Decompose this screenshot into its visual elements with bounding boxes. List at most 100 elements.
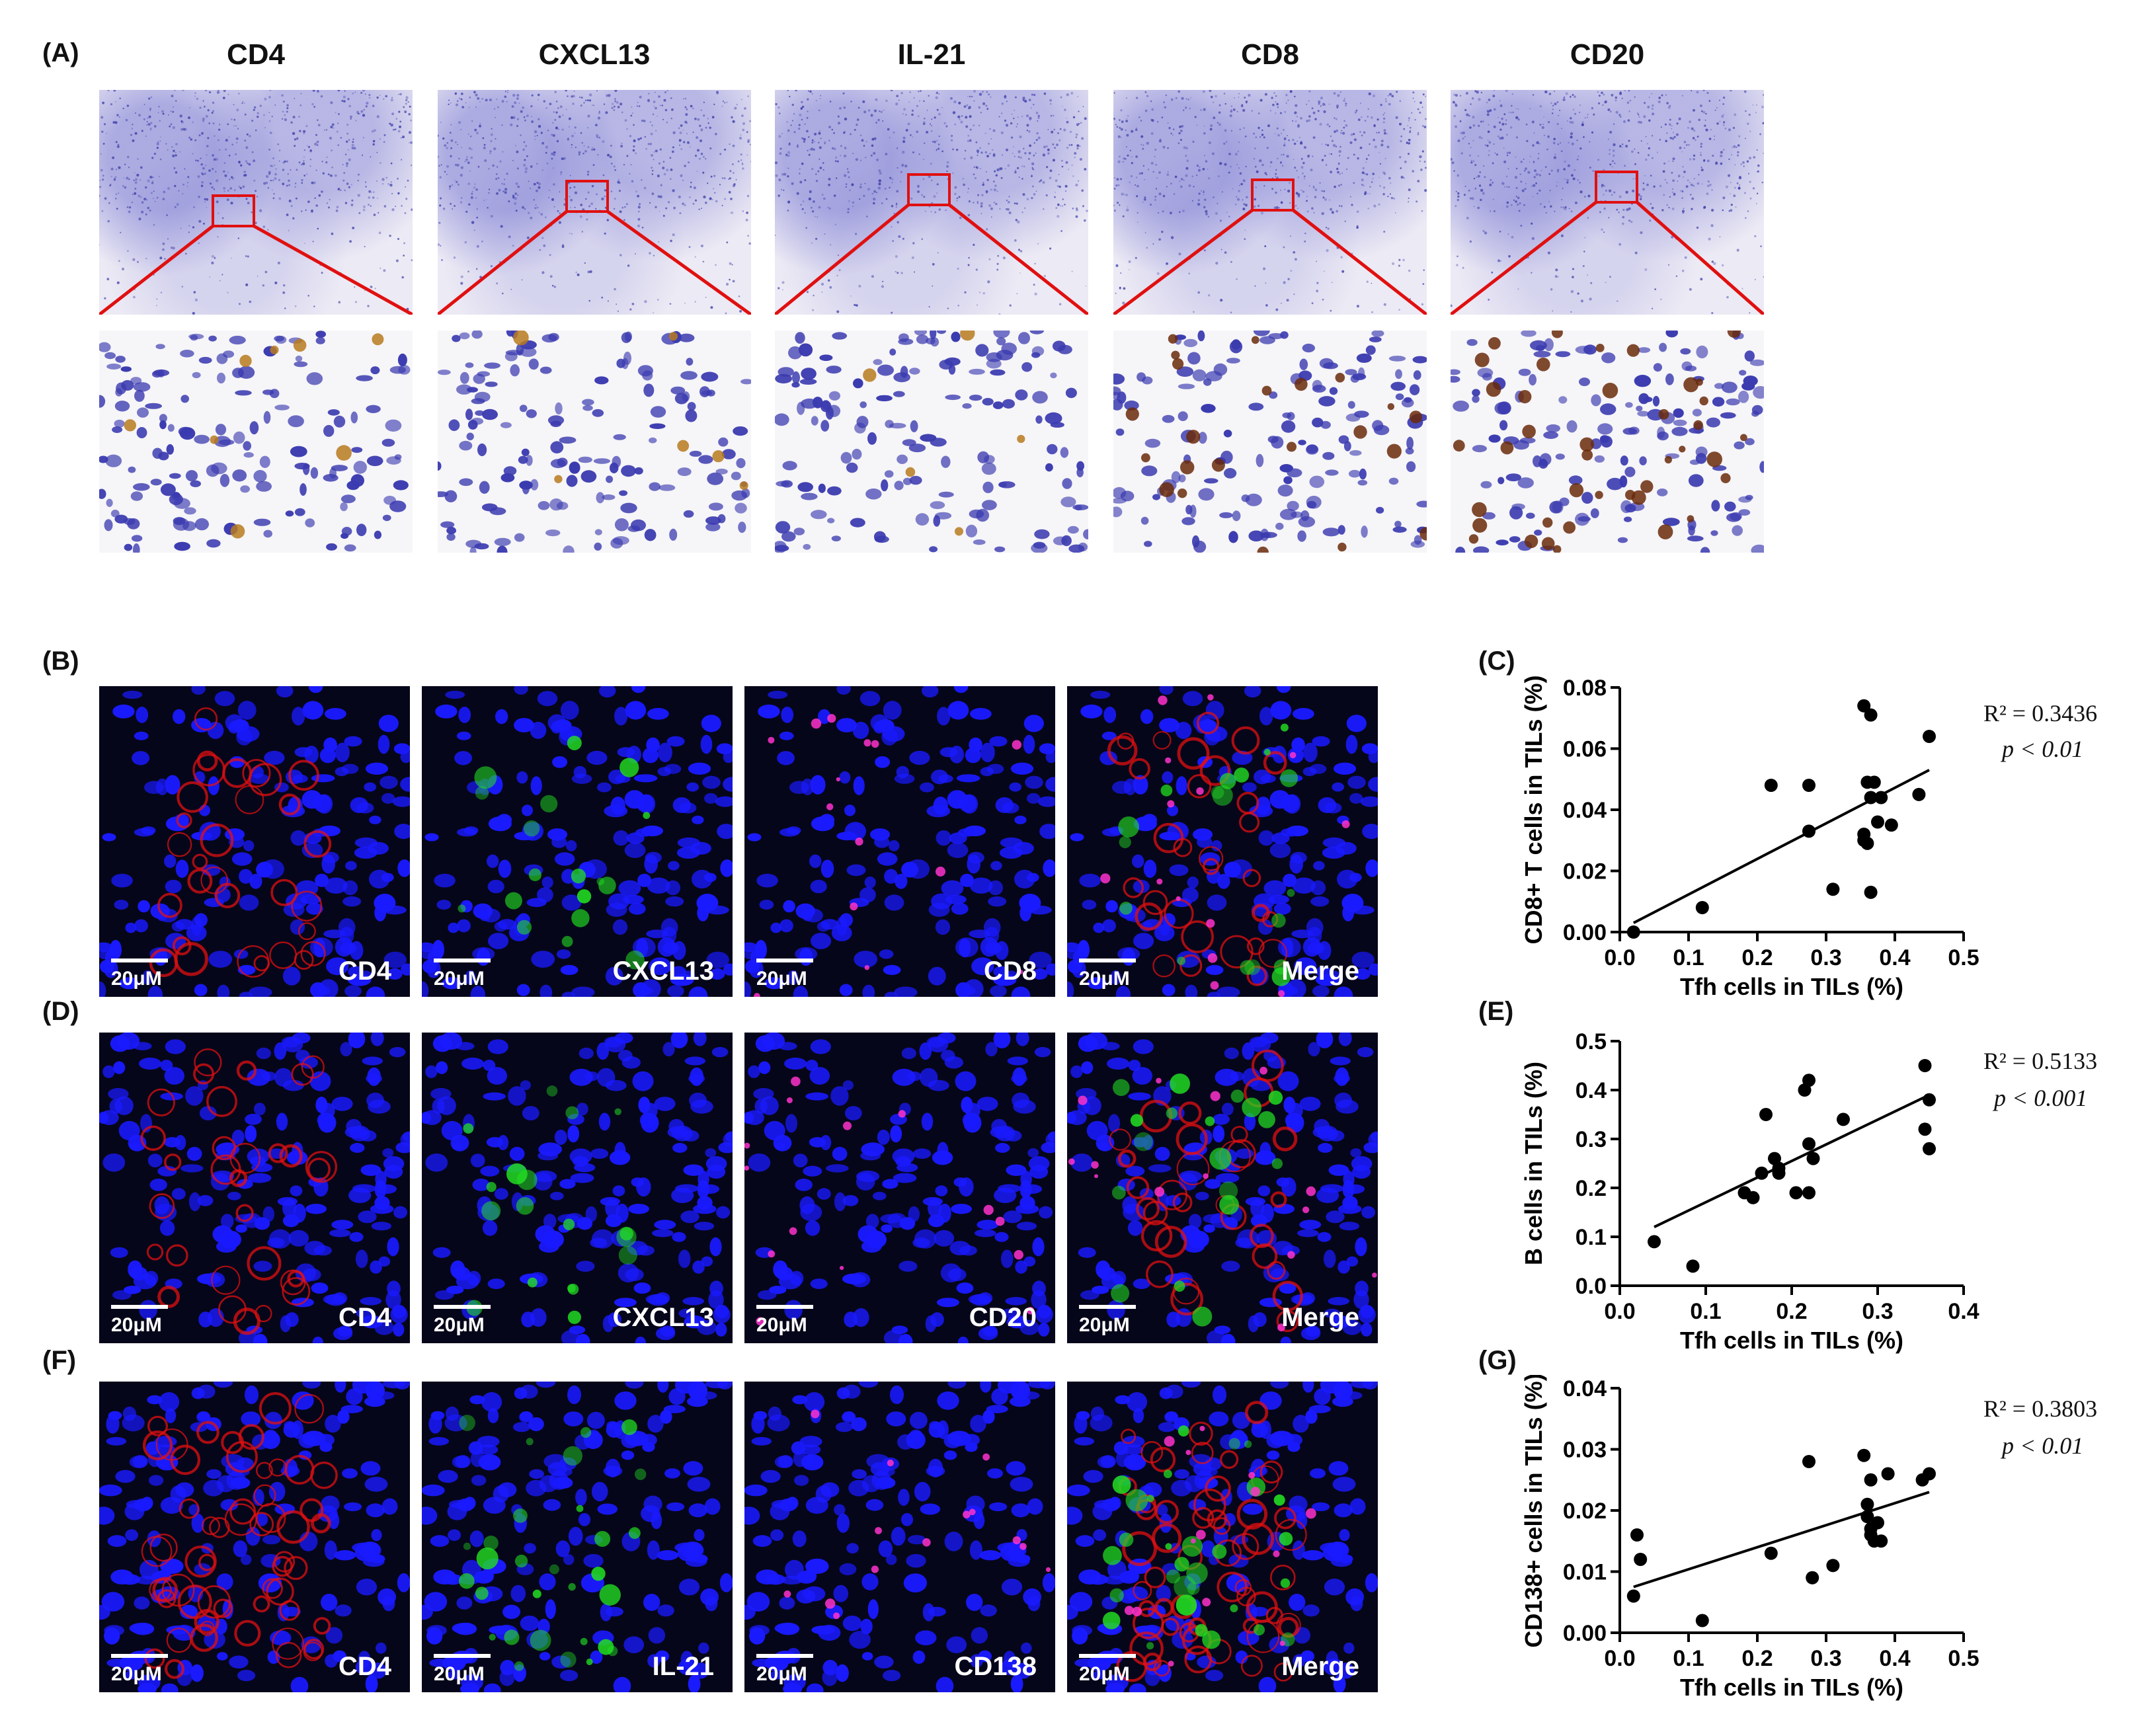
channel-label: Merge <box>1281 1652 1359 1681</box>
scale-bar <box>111 1654 168 1658</box>
x-tick-label: 0.0 <box>1604 1646 1635 1671</box>
x-tick-label: 0.2 <box>1776 1299 1807 1324</box>
ihc-highmag-image <box>1113 331 1427 553</box>
channel-label: CXCL13 <box>612 957 714 986</box>
scale-bar-label: 20μM <box>111 968 162 990</box>
ihc-title-4: CD20 <box>1570 38 1645 71</box>
data-point <box>1802 1455 1816 1468</box>
scale-bar <box>756 1305 813 1309</box>
x-tick-label: 0.0 <box>1604 1299 1635 1324</box>
data-point <box>1871 1516 1884 1530</box>
scale-bar-label: 20μM <box>434 1314 485 1336</box>
x-tick-label: 0.2 <box>1741 1646 1773 1671</box>
scale-bar-label: 20μM <box>1079 1663 1130 1685</box>
panel-label-c: (C) <box>1478 646 1515 676</box>
data-point <box>1746 1191 1760 1204</box>
scale-bar <box>1079 1305 1136 1309</box>
ihc-lowmag-image <box>1451 90 1764 315</box>
scale-bar-label: 20μM <box>1079 968 1130 990</box>
fluorescence-image: 20μM Merge <box>1067 1382 1378 1692</box>
data-point <box>1626 925 1640 939</box>
channel-label: CD4 <box>338 1303 391 1332</box>
data-point <box>1923 1467 1936 1481</box>
ihc-title-1: CXCL13 <box>538 38 651 71</box>
scale-bar-label: 20μM <box>756 1314 807 1336</box>
ihc-lowmag-image <box>1113 90 1427 315</box>
data-point <box>1789 1186 1803 1200</box>
y-tick-label: 0.08 <box>1563 676 1607 701</box>
y-tick-label: 0.0 <box>1576 1274 1607 1299</box>
fluorescence-image: 20μM IL-21 <box>422 1382 733 1692</box>
regression-line <box>1633 1491 1930 1588</box>
scale-bar-label: 20μM <box>434 1663 485 1685</box>
x-tick-label: 0.1 <box>1673 945 1704 970</box>
data-point <box>1802 1186 1816 1200</box>
data-point <box>1864 791 1878 804</box>
scale-bar-label: 20μM <box>756 968 807 990</box>
ihc-lowmag-image <box>438 90 751 315</box>
data-point <box>1695 901 1709 914</box>
data-point <box>1626 1589 1640 1603</box>
data-point <box>1857 1448 1871 1462</box>
channel-label: Merge <box>1281 957 1359 986</box>
scatter-chart-c: 0.0 0.1 0.2 0.3 0.4 0.5 0.00 0.02 0.04 0.06 0.08 Tf… <box>1520 675 1979 1000</box>
scale-bar <box>111 1305 168 1309</box>
scale-bar-label: 20μM <box>1079 1314 1130 1336</box>
channel-label: CD4 <box>338 1652 391 1681</box>
data-point <box>1802 824 1816 838</box>
channel-label: CD8 <box>983 957 1037 986</box>
regression-line <box>1654 1093 1930 1229</box>
data-point <box>1806 1571 1819 1585</box>
data-point <box>1864 885 1878 899</box>
x-axis-label: Tfh cells in TILs (%) <box>1680 1327 1903 1354</box>
data-point <box>1864 1528 1878 1542</box>
scale-bar <box>434 1654 491 1658</box>
scatter-chart-g: 0.0 0.1 0.2 0.3 0.4 0.5 0.00 0.01 0.02 0.03 0.04 Tf… <box>1520 1375 1979 1701</box>
panel-label-d: (D) <box>42 997 79 1026</box>
data-point <box>1874 1534 1888 1548</box>
y-tick-label: 0.03 <box>1563 1438 1607 1463</box>
data-point <box>1755 1166 1769 1180</box>
x-tick-label: 0.2 <box>1741 945 1773 970</box>
data-point <box>1864 1473 1878 1487</box>
y-tick-label: 0.04 <box>1563 798 1607 823</box>
scale-bar-label: 20μM <box>111 1314 162 1336</box>
y-axis-label: CD138+ cells in TILs (%) <box>1520 1375 1547 1648</box>
x-tick-label: 0.3 <box>1810 945 1841 970</box>
data-point <box>1634 1553 1648 1566</box>
data-point <box>1802 1074 1816 1087</box>
panel-label-a: (A) <box>42 38 79 67</box>
x-tick-label: 0.3 <box>1862 1299 1893 1324</box>
data-point <box>1686 1259 1700 1273</box>
x-tick-label: 0.3 <box>1810 1646 1841 1671</box>
data-point <box>1871 815 1884 829</box>
scale-bar <box>756 959 813 962</box>
scale-bar <box>111 959 168 962</box>
ihc-title-3: CD8 <box>1240 38 1300 71</box>
channel-label: CD4 <box>338 957 391 986</box>
y-tick-label: 0.2 <box>1576 1176 1607 1201</box>
data-point <box>1923 1093 1936 1107</box>
channel-label: Merge <box>1281 1303 1359 1332</box>
data-point <box>1881 1467 1895 1481</box>
scale-bar <box>1079 1654 1136 1658</box>
data-point <box>1826 1559 1840 1573</box>
panel-label-e: (E) <box>1478 997 1514 1026</box>
data-point <box>1923 730 1936 743</box>
x-tick-label: 0.1 <box>1690 1299 1721 1324</box>
data-point <box>1837 1113 1850 1126</box>
scale-bar <box>756 1654 813 1658</box>
x-tick-label: 0.4 <box>1948 1299 1979 1324</box>
ihc-highmag-image <box>1451 331 1764 553</box>
stat-p-c: p < 0.01 <box>2002 736 2084 762</box>
fluorescence-image: 20μM Merge <box>1067 686 1378 997</box>
fluorescence-image: 20μM CD20 <box>744 1033 1055 1343</box>
scale-bar-label: 20μM <box>434 968 485 990</box>
ihc-highmag-image <box>99 331 413 553</box>
scale-bar <box>1079 959 1136 962</box>
fluorescence-image: 20μM CD138 <box>744 1382 1055 1692</box>
x-tick-label: 0.1 <box>1673 1646 1704 1671</box>
x-tick-label: 0.4 <box>1879 945 1910 970</box>
x-axis-label: Tfh cells in TILs (%) <box>1680 973 1903 1000</box>
y-tick-label: 0.02 <box>1563 859 1607 884</box>
